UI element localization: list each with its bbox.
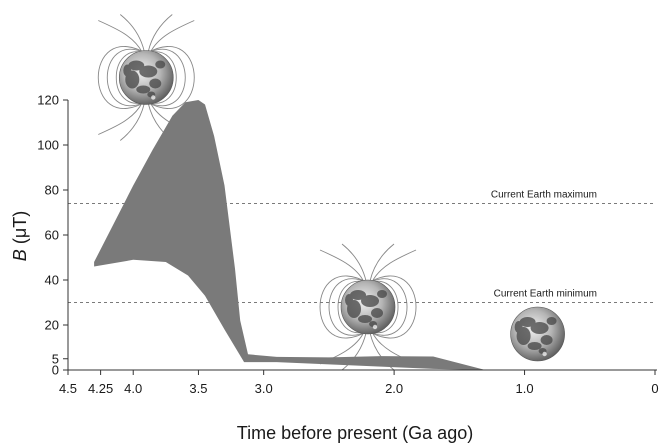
x-axis-label: Time before present (Ga ago) [237, 423, 473, 443]
moon-with-weak-field-icon [340, 279, 396, 335]
y-axis-variable: B [10, 249, 30, 261]
moon-icons-layer [118, 50, 565, 362]
x-tick-label-6: 1.0 [516, 381, 534, 396]
reference-lines-layer: Current Earth maximum Current Earth minim… [68, 190, 655, 303]
reference-line-label-1: Current Earth minimum [494, 289, 597, 300]
y-axis-label: B (μT) [10, 211, 30, 261]
y-tick-label-0: 0 [52, 363, 59, 378]
moon-without-field-icon [510, 306, 565, 362]
x-tick-label-4: 3.0 [255, 381, 273, 396]
moon-with-strong-field-icon [118, 50, 174, 105]
y-tick-label-5: 80 [45, 183, 59, 198]
field-lines-layer [97, 14, 417, 371]
y-tick-label-2: 20 [45, 318, 59, 333]
x-tick-label-2: 4.0 [124, 381, 142, 396]
y-tick-label-1: 5 [52, 351, 59, 366]
x-tick-label-0: 4.5 [59, 381, 77, 396]
x-tick-label-1: 4.25 [88, 381, 113, 396]
y-tick-label-3: 40 [45, 273, 59, 288]
field-strength-band [94, 100, 486, 370]
band-layer [94, 100, 486, 370]
y-axis-unit: (μT) [10, 211, 30, 249]
x-tick-label-7: 0 [651, 381, 658, 396]
x-tick-label-3: 3.5 [189, 381, 207, 396]
y-tick-label-6: 100 [37, 138, 59, 153]
x-tick-label-5: 2.0 [385, 381, 403, 396]
reference-line-label-0: Current Earth maximum [491, 190, 597, 201]
y-tick-label-7: 120 [37, 93, 59, 108]
magnetic-field-lines-0 [97, 14, 195, 141]
y-tick-label-4: 60 [45, 228, 59, 243]
